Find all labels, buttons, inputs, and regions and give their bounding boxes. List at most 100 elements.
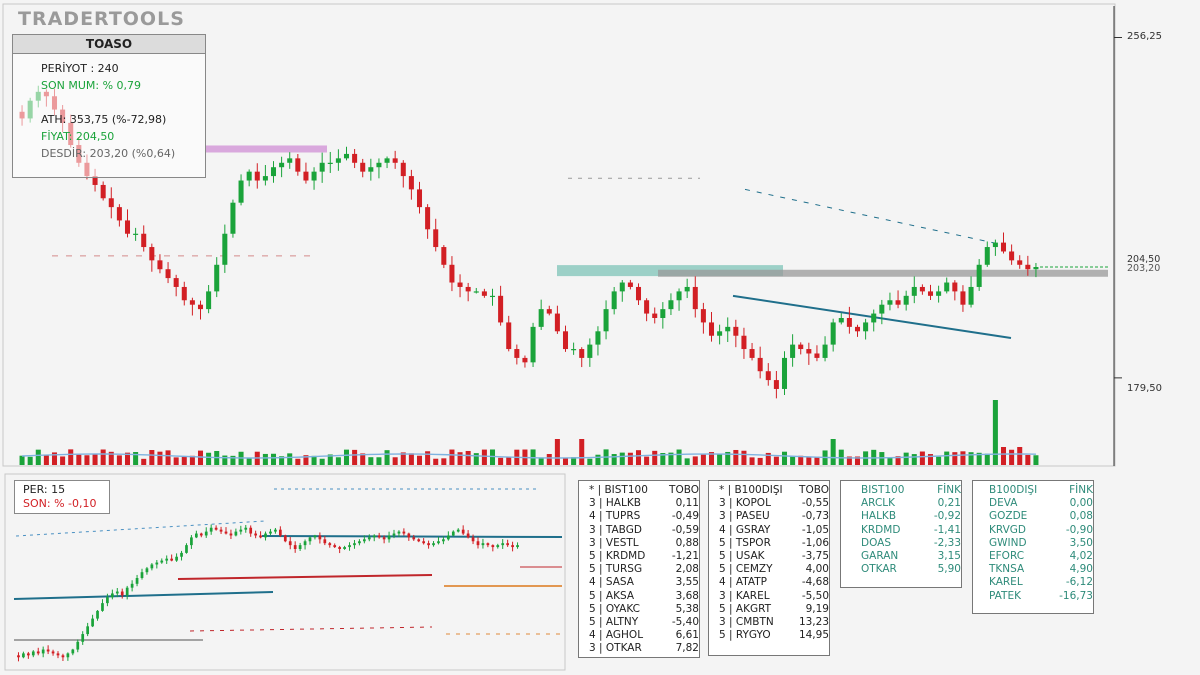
volume-bar: [489, 449, 496, 465]
mini-candle-body: [333, 545, 337, 548]
candle-body: [116, 207, 122, 221]
table-row: 4 | AGHOL 6,61: [579, 629, 699, 642]
volume-bar: [43, 455, 49, 465]
table-row: 5 | RYGYO 14,95: [709, 629, 829, 642]
volume-bar: [830, 439, 836, 465]
table-row: PATEK -16,73: [973, 590, 1093, 603]
mini-candle-body: [209, 527, 213, 532]
mini-candle-body: [130, 583, 134, 588]
mini-candle-body: [274, 529, 277, 532]
candle-body: [165, 269, 171, 279]
volume-bar: [790, 456, 796, 465]
value-cell: 3,68: [675, 589, 699, 602]
mini-candle-body: [115, 591, 119, 594]
volume-bar: [992, 400, 998, 465]
mini-candle-body: [412, 537, 416, 540]
candle-body: [595, 331, 601, 345]
value-cell: 3,15: [937, 549, 961, 562]
candle-body: [960, 291, 966, 305]
volume-bar: [903, 452, 909, 465]
mini-candle-body: [466, 533, 470, 538]
table-row: 5 | ALTNY -5,40: [579, 616, 699, 629]
symbol-cell: HALKB: [861, 510, 897, 523]
table-row: HALKB -0,92: [841, 510, 961, 523]
table-row: 3 | HALKB 0,11: [579, 497, 699, 510]
symbol-cell: 5 | AKGRT: [719, 602, 772, 615]
mini-candle-body: [96, 610, 99, 619]
mini-candle-body: [432, 543, 435, 546]
value-cell: -6,12: [1065, 576, 1093, 589]
table-row: 3 | PASEU -0,73: [709, 510, 829, 523]
volume-bar: [408, 453, 414, 465]
candle-body: [376, 162, 382, 168]
mini-candle-body: [56, 653, 60, 656]
volume-bar: [781, 451, 788, 465]
volume-bar: [806, 457, 812, 465]
volume-bar: [384, 450, 390, 465]
mini-candle-body: [135, 578, 139, 584]
volume-bar: [700, 454, 706, 465]
candle-body: [644, 300, 650, 314]
volume-bar: [765, 452, 771, 465]
value-cell: -1,06: [801, 536, 829, 549]
value-cell: 13,23: [798, 615, 829, 628]
candle-body: [522, 357, 528, 363]
candle-body: [611, 291, 617, 310]
volume-bar: [92, 454, 98, 465]
volume-bar: [798, 455, 804, 465]
candle-body: [838, 318, 844, 323]
symbol-cell: 4 | GSRAY: [719, 523, 771, 536]
resistance-zone: [205, 145, 327, 153]
mini-candle-body: [348, 545, 351, 548]
mini-candle-body: [190, 537, 193, 546]
volume-bar: [627, 452, 633, 465]
mini-trend-line-upper: [261, 535, 563, 538]
candle-body: [1017, 260, 1023, 265]
mini-candle-body: [318, 535, 322, 540]
value-cell: -4,68: [801, 576, 829, 589]
volume-bar: [27, 456, 33, 465]
candle-body: [433, 229, 439, 248]
volume-bar: [741, 450, 747, 465]
symbol-cell: 5 | USAK: [719, 549, 765, 562]
volume-bar: [222, 455, 228, 465]
symbol-cell: 3 | CMBTN: [719, 615, 774, 628]
table-header: * | BIST100 TOBO: [589, 484, 699, 496]
mini-candle-body: [51, 651, 55, 654]
candle-body: [627, 282, 633, 287]
symbol-cell: DOAS: [861, 536, 892, 549]
mini-candle-body: [71, 649, 75, 654]
candle-body: [368, 167, 374, 172]
candle-body: [806, 349, 812, 354]
volume-bar: [303, 455, 309, 465]
mini-candle-body: [437, 541, 440, 544]
candle-body: [238, 180, 244, 203]
volume-bar: [619, 452, 625, 465]
mini-candle-body: [422, 541, 426, 544]
axis-bottom-label: 179,50: [1127, 383, 1162, 394]
volume-bar: [1000, 447, 1007, 465]
bist100-tobo-table: * | BIST100 TOBO 3 | HALKB 0,11 4 | TUPRS -0…: [578, 480, 700, 658]
symbol-cell: EFORC: [989, 549, 1025, 562]
value-cell: 14,95: [798, 629, 829, 642]
mini-candle-body: [170, 558, 174, 561]
candle-body: [1000, 242, 1007, 252]
mini-candle-body: [308, 537, 312, 542]
volume-bar: [279, 456, 285, 465]
candle-body: [854, 326, 861, 332]
symbol-cell: 3 | KAREL: [719, 589, 770, 602]
volume-bar: [911, 454, 917, 465]
table-row: EFORC 4,02: [973, 550, 1093, 563]
mini-candle-body: [101, 603, 104, 611]
volume-bar: [595, 454, 601, 465]
main-chart-frame: [2, 3, 1116, 467]
volume-bar: [197, 450, 204, 465]
candle-body: [1009, 251, 1015, 261]
volume-bar: [360, 453, 366, 465]
table-header: BIST100 FİNK: [861, 484, 961, 496]
candle-body: [668, 300, 674, 310]
candle-body: [587, 344, 593, 358]
volume-bar: [189, 455, 195, 465]
mini-candle-body: [358, 541, 361, 544]
mini-candle-body: [214, 527, 218, 530]
